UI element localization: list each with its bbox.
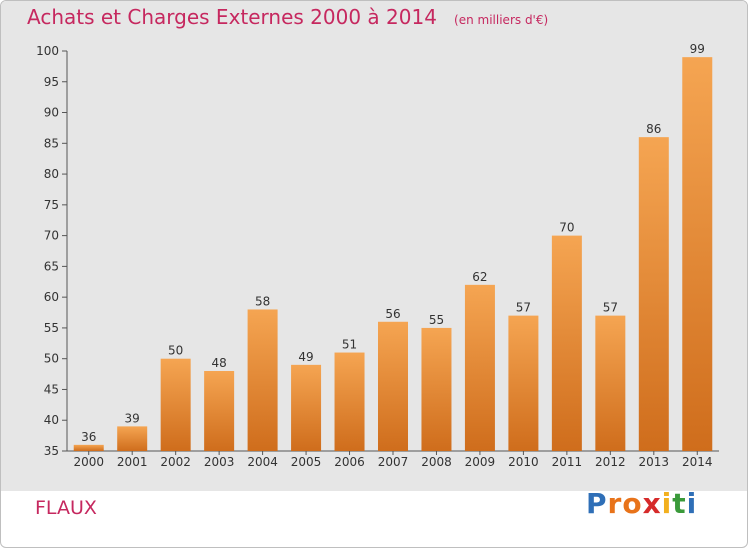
x-tick-label: 2010 bbox=[508, 455, 539, 469]
value-label: 57 bbox=[603, 301, 618, 315]
bar bbox=[160, 358, 191, 451]
value-label: 58 bbox=[255, 294, 270, 308]
x-tick-label: 2007 bbox=[378, 455, 409, 469]
bar bbox=[508, 315, 539, 451]
value-label: 55 bbox=[429, 313, 444, 327]
y-tick-label: 80 bbox=[44, 167, 59, 181]
bar bbox=[73, 444, 104, 451]
value-label: 51 bbox=[342, 338, 357, 352]
y-tick-label: 95 bbox=[44, 75, 59, 89]
x-tick-label: 2005 bbox=[291, 455, 322, 469]
chart-title: Achats et Charges Externes 2000 à 2014 bbox=[27, 5, 437, 29]
bar bbox=[291, 364, 322, 451]
value-label: 48 bbox=[211, 356, 226, 370]
x-tick-label: 2002 bbox=[160, 455, 191, 469]
y-tick-label: 45 bbox=[44, 382, 59, 396]
y-tick-label: 50 bbox=[44, 352, 59, 366]
y-tick-label: 65 bbox=[44, 259, 59, 273]
value-label: 39 bbox=[125, 411, 140, 425]
y-tick-label: 35 bbox=[44, 444, 59, 458]
y-tick-label: 85 bbox=[44, 136, 59, 150]
title-row: Achats et Charges Externes 2000 à 2014 (… bbox=[27, 5, 548, 29]
bar bbox=[204, 371, 235, 451]
value-label: 49 bbox=[298, 350, 313, 364]
value-label: 56 bbox=[385, 307, 400, 321]
x-tick-label: 2000 bbox=[73, 455, 104, 469]
y-tick-label: 100 bbox=[36, 44, 59, 58]
y-tick-label: 70 bbox=[44, 229, 59, 243]
bar bbox=[595, 315, 626, 451]
commune-name: FLAUX bbox=[35, 497, 97, 519]
bar bbox=[464, 284, 495, 451]
value-label: 86 bbox=[646, 122, 661, 136]
x-tick-label: 2008 bbox=[421, 455, 452, 469]
value-label: 99 bbox=[690, 42, 705, 56]
logo-letter: x bbox=[642, 487, 662, 520]
value-label: 57 bbox=[516, 301, 531, 315]
logo-letter: i bbox=[661, 487, 673, 520]
x-tick-label: 2014 bbox=[682, 455, 713, 469]
x-tick-label: 2006 bbox=[334, 455, 365, 469]
bar bbox=[638, 137, 669, 451]
chart-subtitle: (en milliers d'€) bbox=[454, 13, 549, 27]
logo-letter: o bbox=[622, 487, 643, 520]
x-tick-label: 2001 bbox=[117, 455, 148, 469]
x-tick-label: 2004 bbox=[247, 455, 278, 469]
value-label: 62 bbox=[472, 270, 487, 284]
y-tick-label: 75 bbox=[44, 198, 59, 212]
bar bbox=[247, 309, 278, 451]
y-tick-label: 55 bbox=[44, 321, 59, 335]
logo-letter: i bbox=[686, 487, 698, 520]
y-tick-label: 60 bbox=[44, 290, 59, 304]
bar bbox=[421, 327, 452, 451]
bar bbox=[551, 235, 582, 451]
value-labels: 36 39 50 48 58 49 51 56 55 62 57 70 57 86 99 bbox=[81, 42, 705, 444]
y-axis: 35 40 45 50 55 60 65 70 75 80 85 90 95 100 bbox=[36, 44, 68, 458]
logo-letter: t bbox=[672, 487, 687, 520]
bar bbox=[682, 57, 713, 452]
y-tick-label: 90 bbox=[44, 106, 59, 120]
x-tick-label: 2003 bbox=[204, 455, 235, 469]
logo-letter: r bbox=[607, 487, 623, 520]
y-tick-label: 40 bbox=[44, 413, 59, 427]
x-tick-label: 2012 bbox=[595, 455, 626, 469]
bar bbox=[378, 321, 408, 451]
logo-letter: P bbox=[586, 487, 608, 520]
bar bbox=[117, 426, 148, 451]
value-label: 50 bbox=[168, 344, 183, 358]
x-tick-label: 2013 bbox=[639, 455, 670, 469]
value-label: 36 bbox=[81, 430, 96, 444]
proxiti-logo: Proxiti bbox=[586, 487, 697, 520]
x-tick-label: 2009 bbox=[465, 455, 496, 469]
bars bbox=[73, 57, 713, 452]
value-label: 70 bbox=[559, 221, 574, 235]
x-axis: 2000 2001 2002 2003 2004 2005 2006 2007 2008 2009… bbox=[67, 450, 719, 469]
bar bbox=[334, 352, 365, 451]
x-tick-label: 2011 bbox=[552, 455, 583, 469]
